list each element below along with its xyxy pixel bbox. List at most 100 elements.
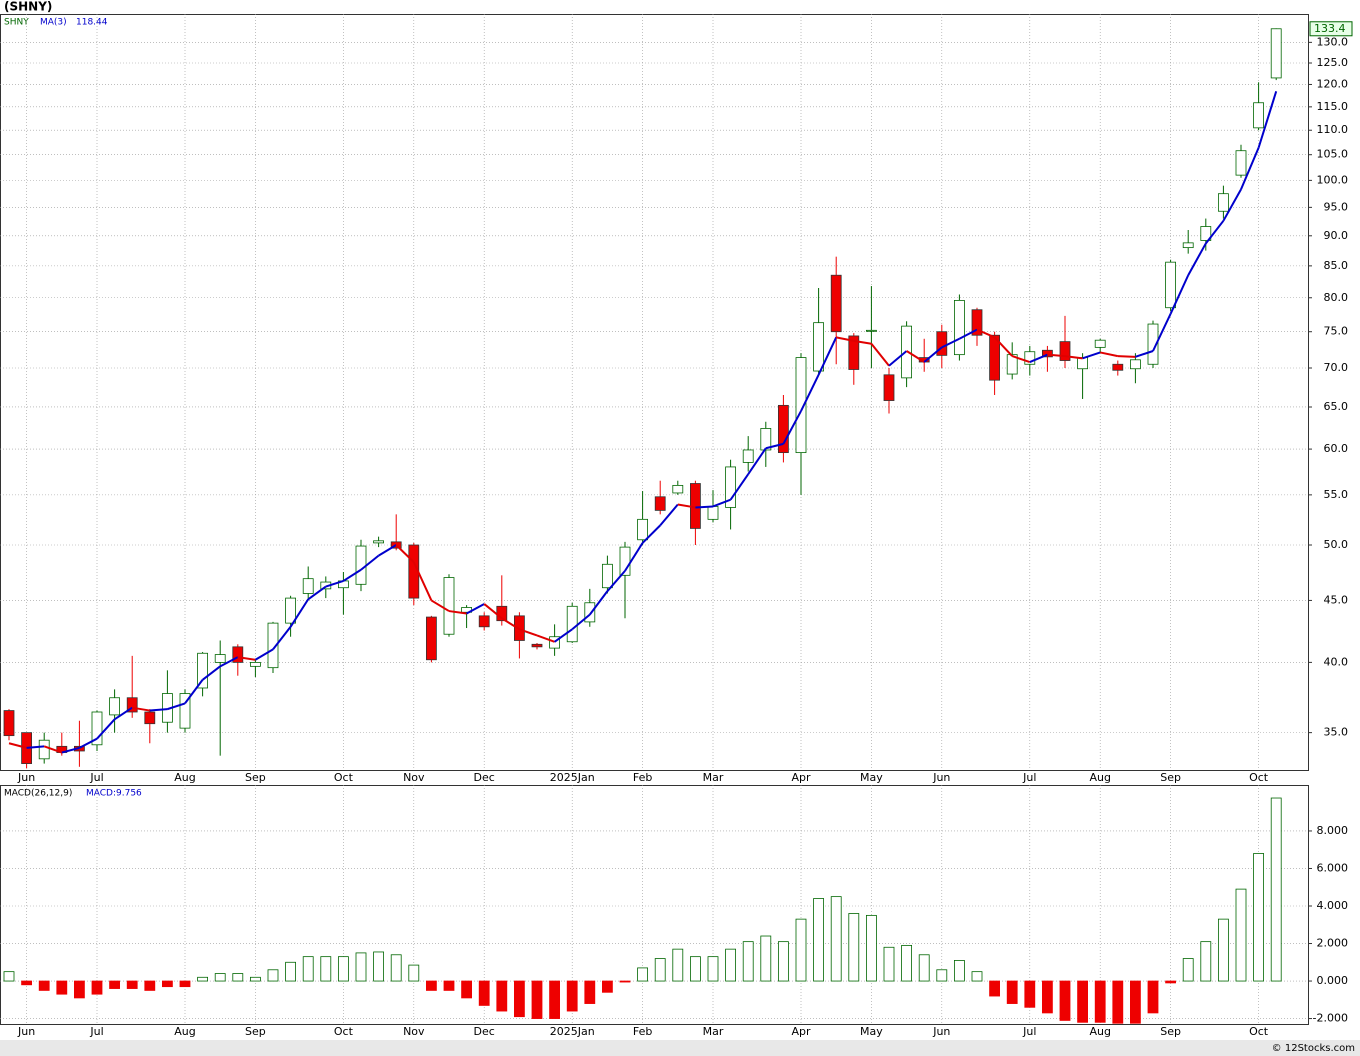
macd-bar <box>1077 980 1088 1023</box>
ma-segment <box>1135 350 1154 358</box>
macd-bar <box>302 956 314 982</box>
macd-bar <box>619 980 631 983</box>
macd-bar <box>1147 980 1159 1014</box>
candle-body <box>654 496 666 511</box>
ma-segment <box>1240 147 1260 190</box>
candle-body <box>742 449 754 463</box>
x-tick-label: Oct <box>1249 771 1269 784</box>
macd-bar <box>1059 980 1071 1021</box>
x-tick-label: Jul <box>1022 771 1036 784</box>
x-tick-label: Aug <box>174 771 195 784</box>
macd-bar <box>936 969 948 982</box>
candle-body <box>637 518 648 541</box>
y-tick-label: 45.0 <box>1324 593 1349 606</box>
candle-body <box>531 643 543 648</box>
y-tick-label: 55.0 <box>1324 488 1349 501</box>
macd-bar <box>1112 980 1124 1024</box>
ma-segment <box>1205 220 1225 245</box>
candle-body <box>954 299 965 356</box>
ma-segment <box>1169 274 1190 315</box>
legend-symbol: SHNY <box>4 18 29 28</box>
candle-body <box>478 615 490 628</box>
ma-segment <box>993 336 1013 357</box>
ma-segment <box>167 702 186 711</box>
legend-ma: MA(3) <box>40 18 67 28</box>
x-tick-label: 2025Jan <box>550 1025 595 1038</box>
macd-bar <box>355 952 367 982</box>
candle-body <box>1112 363 1124 371</box>
candle-body <box>830 274 842 333</box>
chart-title: (SHNY) <box>4 0 52 14</box>
macd-bar <box>161 980 173 988</box>
y-tick-label: 115.0 <box>1317 100 1349 113</box>
y-tick-label: 2.000 <box>1317 937 1349 950</box>
y-tick-label: 8.000 <box>1317 824 1349 837</box>
ma-segment <box>906 350 925 363</box>
y-tick-label: 130.0 <box>1317 35 1349 48</box>
macd-bar <box>637 967 648 982</box>
macd-bar <box>1200 941 1212 982</box>
candle-body <box>1270 28 1282 79</box>
x-tick-label: 2025Jan <box>550 771 595 784</box>
macd-bar <box>901 944 912 982</box>
ma-segment <box>958 328 978 340</box>
candle-body <box>778 404 789 454</box>
candle-body <box>425 616 437 661</box>
macd-bar <box>830 896 842 982</box>
y-tick-label: 110.0 <box>1317 123 1349 136</box>
ma-segment <box>641 524 661 544</box>
y-tick-label: 85.0 <box>1324 259 1349 272</box>
macd-bar <box>425 980 437 991</box>
candle-body <box>126 697 138 713</box>
ma-segment <box>325 579 344 588</box>
ma-segment <box>800 374 820 412</box>
macd-bar <box>725 948 736 982</box>
x-tick-label: Sep <box>245 771 266 784</box>
y-tick-label: 75.0 <box>1324 325 1349 338</box>
candle-body <box>795 357 807 454</box>
ma-segment <box>272 626 292 651</box>
candle-body <box>214 654 226 663</box>
candle-body <box>1200 226 1212 241</box>
ma-segment <box>1082 351 1101 360</box>
candle-body <box>38 739 50 760</box>
candle-body <box>267 622 279 669</box>
x-tick-label: Mar <box>703 1025 724 1038</box>
ma-segment <box>483 603 503 620</box>
macd-bar <box>584 980 596 1004</box>
macd-bar <box>971 971 983 982</box>
macd-bar <box>21 980 33 986</box>
macd-value: MACD:9.756 <box>86 789 142 799</box>
macd-bar <box>866 914 877 982</box>
ma-segment <box>289 598 310 628</box>
macd-bar <box>531 980 543 1019</box>
y-tick-label: 120.0 <box>1317 77 1349 90</box>
x-tick-label: Jun <box>932 1025 950 1038</box>
y-tick-label: 125.0 <box>1317 56 1349 69</box>
ma-segment <box>149 708 168 712</box>
macd-bar <box>1042 980 1053 1014</box>
macd-bar <box>249 976 261 982</box>
x-tick-label: May <box>860 1025 883 1038</box>
x-tick-label: Oct <box>1249 1025 1269 1038</box>
x-tick-label: Dec <box>474 771 495 784</box>
candle-body <box>1165 261 1176 309</box>
ma-segment <box>448 610 467 615</box>
last-price: 133.4 <box>1314 22 1346 35</box>
ma-segment <box>888 350 908 367</box>
legend-ma-value: 118.44 <box>76 18 108 28</box>
ma-segment <box>976 328 996 339</box>
candle-body <box>3 710 15 737</box>
ma-segment <box>395 544 415 563</box>
macd-bar <box>813 898 824 982</box>
macd-bar <box>566 980 578 1012</box>
candle-body <box>1042 349 1053 358</box>
x-tick-label: Jun <box>17 1025 35 1038</box>
ma-segment <box>430 599 450 612</box>
x-tick-label: Jul <box>89 1025 103 1038</box>
ma-segment <box>43 745 63 754</box>
ma-segment <box>61 746 80 754</box>
ma-segment <box>114 706 133 721</box>
macd-bar <box>1130 980 1141 1024</box>
macd-bar <box>1218 918 1229 982</box>
